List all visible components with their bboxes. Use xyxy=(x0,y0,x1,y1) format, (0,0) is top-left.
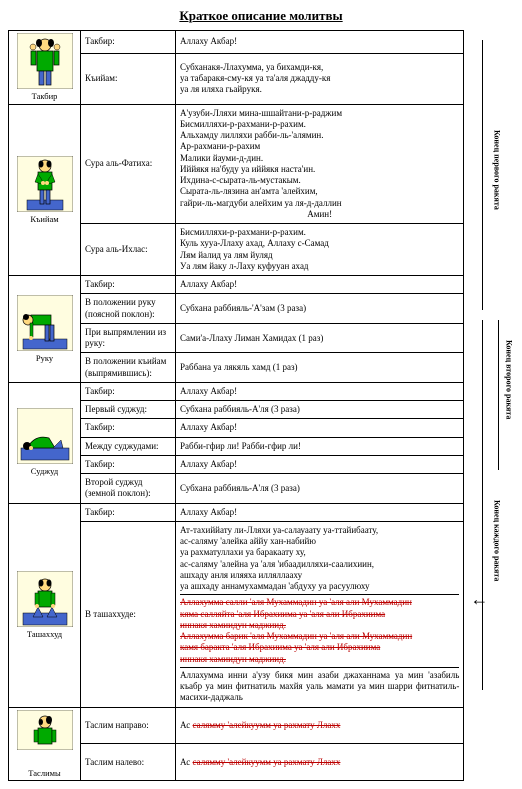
label-cell: Сура аль-Ихлас: xyxy=(81,224,176,276)
label-cell: Таслим направо: xyxy=(81,707,176,744)
sidebar-brackets: Конец первого ракята Конец второго ракят… xyxy=(464,30,514,781)
figure-cell-sujud: Суджуд xyxy=(9,382,81,503)
bracket-line xyxy=(482,320,483,690)
text-cell: Субхана раббияль-А'ля (3 раза) xyxy=(176,401,464,419)
caption-takbir: Такбир xyxy=(11,91,78,102)
content-wrapper: Такбир Такбир: Аллаху Акбар! Къийам: Суб… xyxy=(8,30,514,781)
label-cell: Такбир: xyxy=(81,503,176,521)
label-cell: При выпрямлении из руку: xyxy=(81,323,176,353)
text-cell: Сами'а-Ллаху Лиман Хамидах (1 раз) xyxy=(176,323,464,353)
label-cell: Второй суджуд (земной поклон): xyxy=(81,474,176,504)
text-cell: Аллаху Акбар! xyxy=(176,455,464,473)
table-row: Руку Такбир: Аллаху Акбар! xyxy=(9,276,464,294)
text-cell: Аллаху Акбар! xyxy=(176,382,464,400)
figure-cell-taslim: Таслимы xyxy=(9,707,81,781)
text-cell: Рабби-гфир ли! Рабби-гфир ли! xyxy=(176,437,464,455)
label-cell: Такбир: xyxy=(81,455,176,473)
label-cell: Такбир: xyxy=(81,419,176,437)
label-cell: В положении руку (поясной поклон): xyxy=(81,294,176,324)
table-row: Къийам Сура аль-Фатиха: А'узуби-Лляхи ми… xyxy=(9,104,464,224)
text-cell: Аллаху Акбар! xyxy=(176,419,464,437)
bracket-line xyxy=(498,320,499,470)
text-cell: Ас салямму 'алейкуумм уа рахмату Ллахх xyxy=(176,744,464,781)
bracket-label-second: Конец второго ракята xyxy=(504,340,513,419)
bracket-label-first: Конец первого ракята xyxy=(492,130,501,210)
bracket-label-each: Конец каждого ракята xyxy=(492,500,501,581)
figure-cell-ruku: Руку xyxy=(9,276,81,383)
table-row: Ташаххуд Такбир: Аллаху Акбар! xyxy=(9,503,464,521)
text-cell: Ат-тахиййату ли-Лляхи уа-салауаату уа-тт… xyxy=(176,521,464,707)
label-cell: Къийам: xyxy=(81,53,176,104)
caption-sujud: Суджуд xyxy=(11,466,78,477)
label-cell: В положении къийам (выпрямившись): xyxy=(81,353,176,383)
text-cell: Аллаху Акбар! xyxy=(176,503,464,521)
arrow-icon: ← xyxy=(470,590,488,608)
figure-cell-tashahhud: Ташаххуд xyxy=(9,503,81,707)
caption-tashahhud: Ташаххуд xyxy=(11,629,78,640)
caption-taslim: Таслимы xyxy=(11,768,78,779)
label-cell: Таслим налево: xyxy=(81,744,176,781)
label-cell: Между суджудами: xyxy=(81,437,176,455)
label-cell: Сура аль-Фатиха: xyxy=(81,104,176,224)
caption-ruku: Руку xyxy=(11,353,78,364)
text-cell: Раббана уа лякяль хамд (1 раз) xyxy=(176,353,464,383)
text-cell: Субхана раббияль-А'ля (3 раза) xyxy=(176,474,464,504)
table-row: Такбир Такбир: Аллаху Акбар! xyxy=(9,31,464,54)
table-row: Таслимы Таслим направо: Ас салямму 'алей… xyxy=(9,707,464,744)
text-cell: Субхана раббияль-'А'зам (3 раза) xyxy=(176,294,464,324)
bracket-line xyxy=(482,40,483,310)
table-row: Суджуд Такбир: Аллаху Акбар! xyxy=(9,382,464,400)
caption-qiyam: Къийам xyxy=(11,214,78,225)
text-cell: Аллаху Акбар! xyxy=(176,31,464,54)
page-title: Краткое описание молитвы xyxy=(8,8,514,24)
label-cell: Первый суджуд: xyxy=(81,401,176,419)
text-cell: Аллаху Акбар! xyxy=(176,276,464,294)
figure-cell-takbir: Такбир xyxy=(9,31,81,105)
figure-cell-qiyam: Къийам xyxy=(9,104,81,276)
text-cell: Бисмилляхи-р-рахмани-р-рахим.Куль хууа-Л… xyxy=(176,224,464,276)
label-cell: Такбир: xyxy=(81,31,176,54)
label-cell: В ташаххуде: xyxy=(81,521,176,707)
text-cell: А'узуби-Лляхи мина-шшайтани-р-раджимБисм… xyxy=(176,104,464,224)
text-cell: Ас салямму 'алейкуумм уа рахмату Ллахх xyxy=(176,707,464,744)
label-cell: Такбир: xyxy=(81,382,176,400)
text-cell: Субханакя-Ллахумма, уа бихамди-кя,уа таб… xyxy=(176,53,464,104)
prayer-table: Такбир Такбир: Аллаху Акбар! Къийам: Суб… xyxy=(8,30,464,781)
label-cell: Такбир: xyxy=(81,276,176,294)
